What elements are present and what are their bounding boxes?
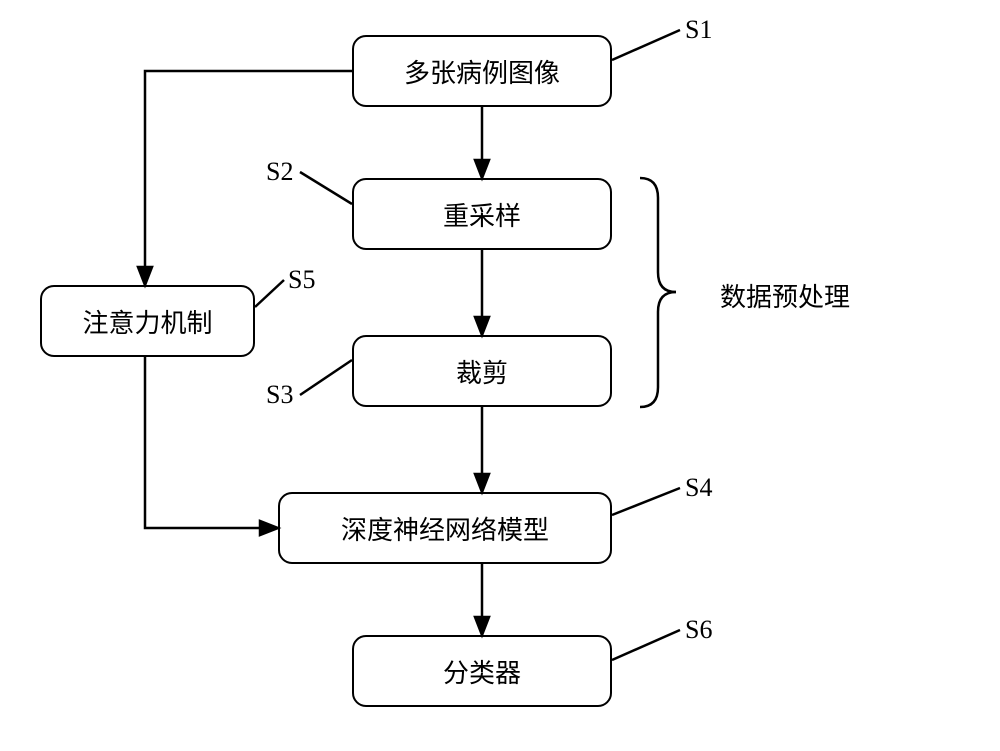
tag-s1: S1 <box>685 15 712 45</box>
tag-s4: S4 <box>685 473 712 503</box>
node-s2-label: 重采样 <box>443 196 521 233</box>
node-s5-label: 注意力机制 <box>82 303 212 340</box>
node-s1-label: 多张病例图像 <box>404 53 560 90</box>
flowchart-canvas: 多张病例图像 重采样 裁剪 深度神经网络模型 注意力机制 分类器 S1 S2 S… <box>0 0 1000 751</box>
node-s6-label: 分类器 <box>443 653 521 690</box>
node-s4: 深度神经网络模型 <box>278 492 612 564</box>
node-s3-label: 裁剪 <box>456 353 508 390</box>
tag-s3: S3 <box>266 380 293 410</box>
node-s5: 注意力机制 <box>40 285 255 357</box>
node-s1: 多张病例图像 <box>352 35 612 107</box>
node-s3: 裁剪 <box>352 335 612 407</box>
brace-label: 数据预处理 <box>720 277 850 314</box>
node-s6: 分类器 <box>352 635 612 707</box>
tag-s6: S6 <box>685 615 712 645</box>
tag-s5: S5 <box>288 265 315 295</box>
node-s2: 重采样 <box>352 178 612 250</box>
node-s4-label: 深度神经网络模型 <box>341 510 549 547</box>
tag-s2: S2 <box>266 157 293 187</box>
